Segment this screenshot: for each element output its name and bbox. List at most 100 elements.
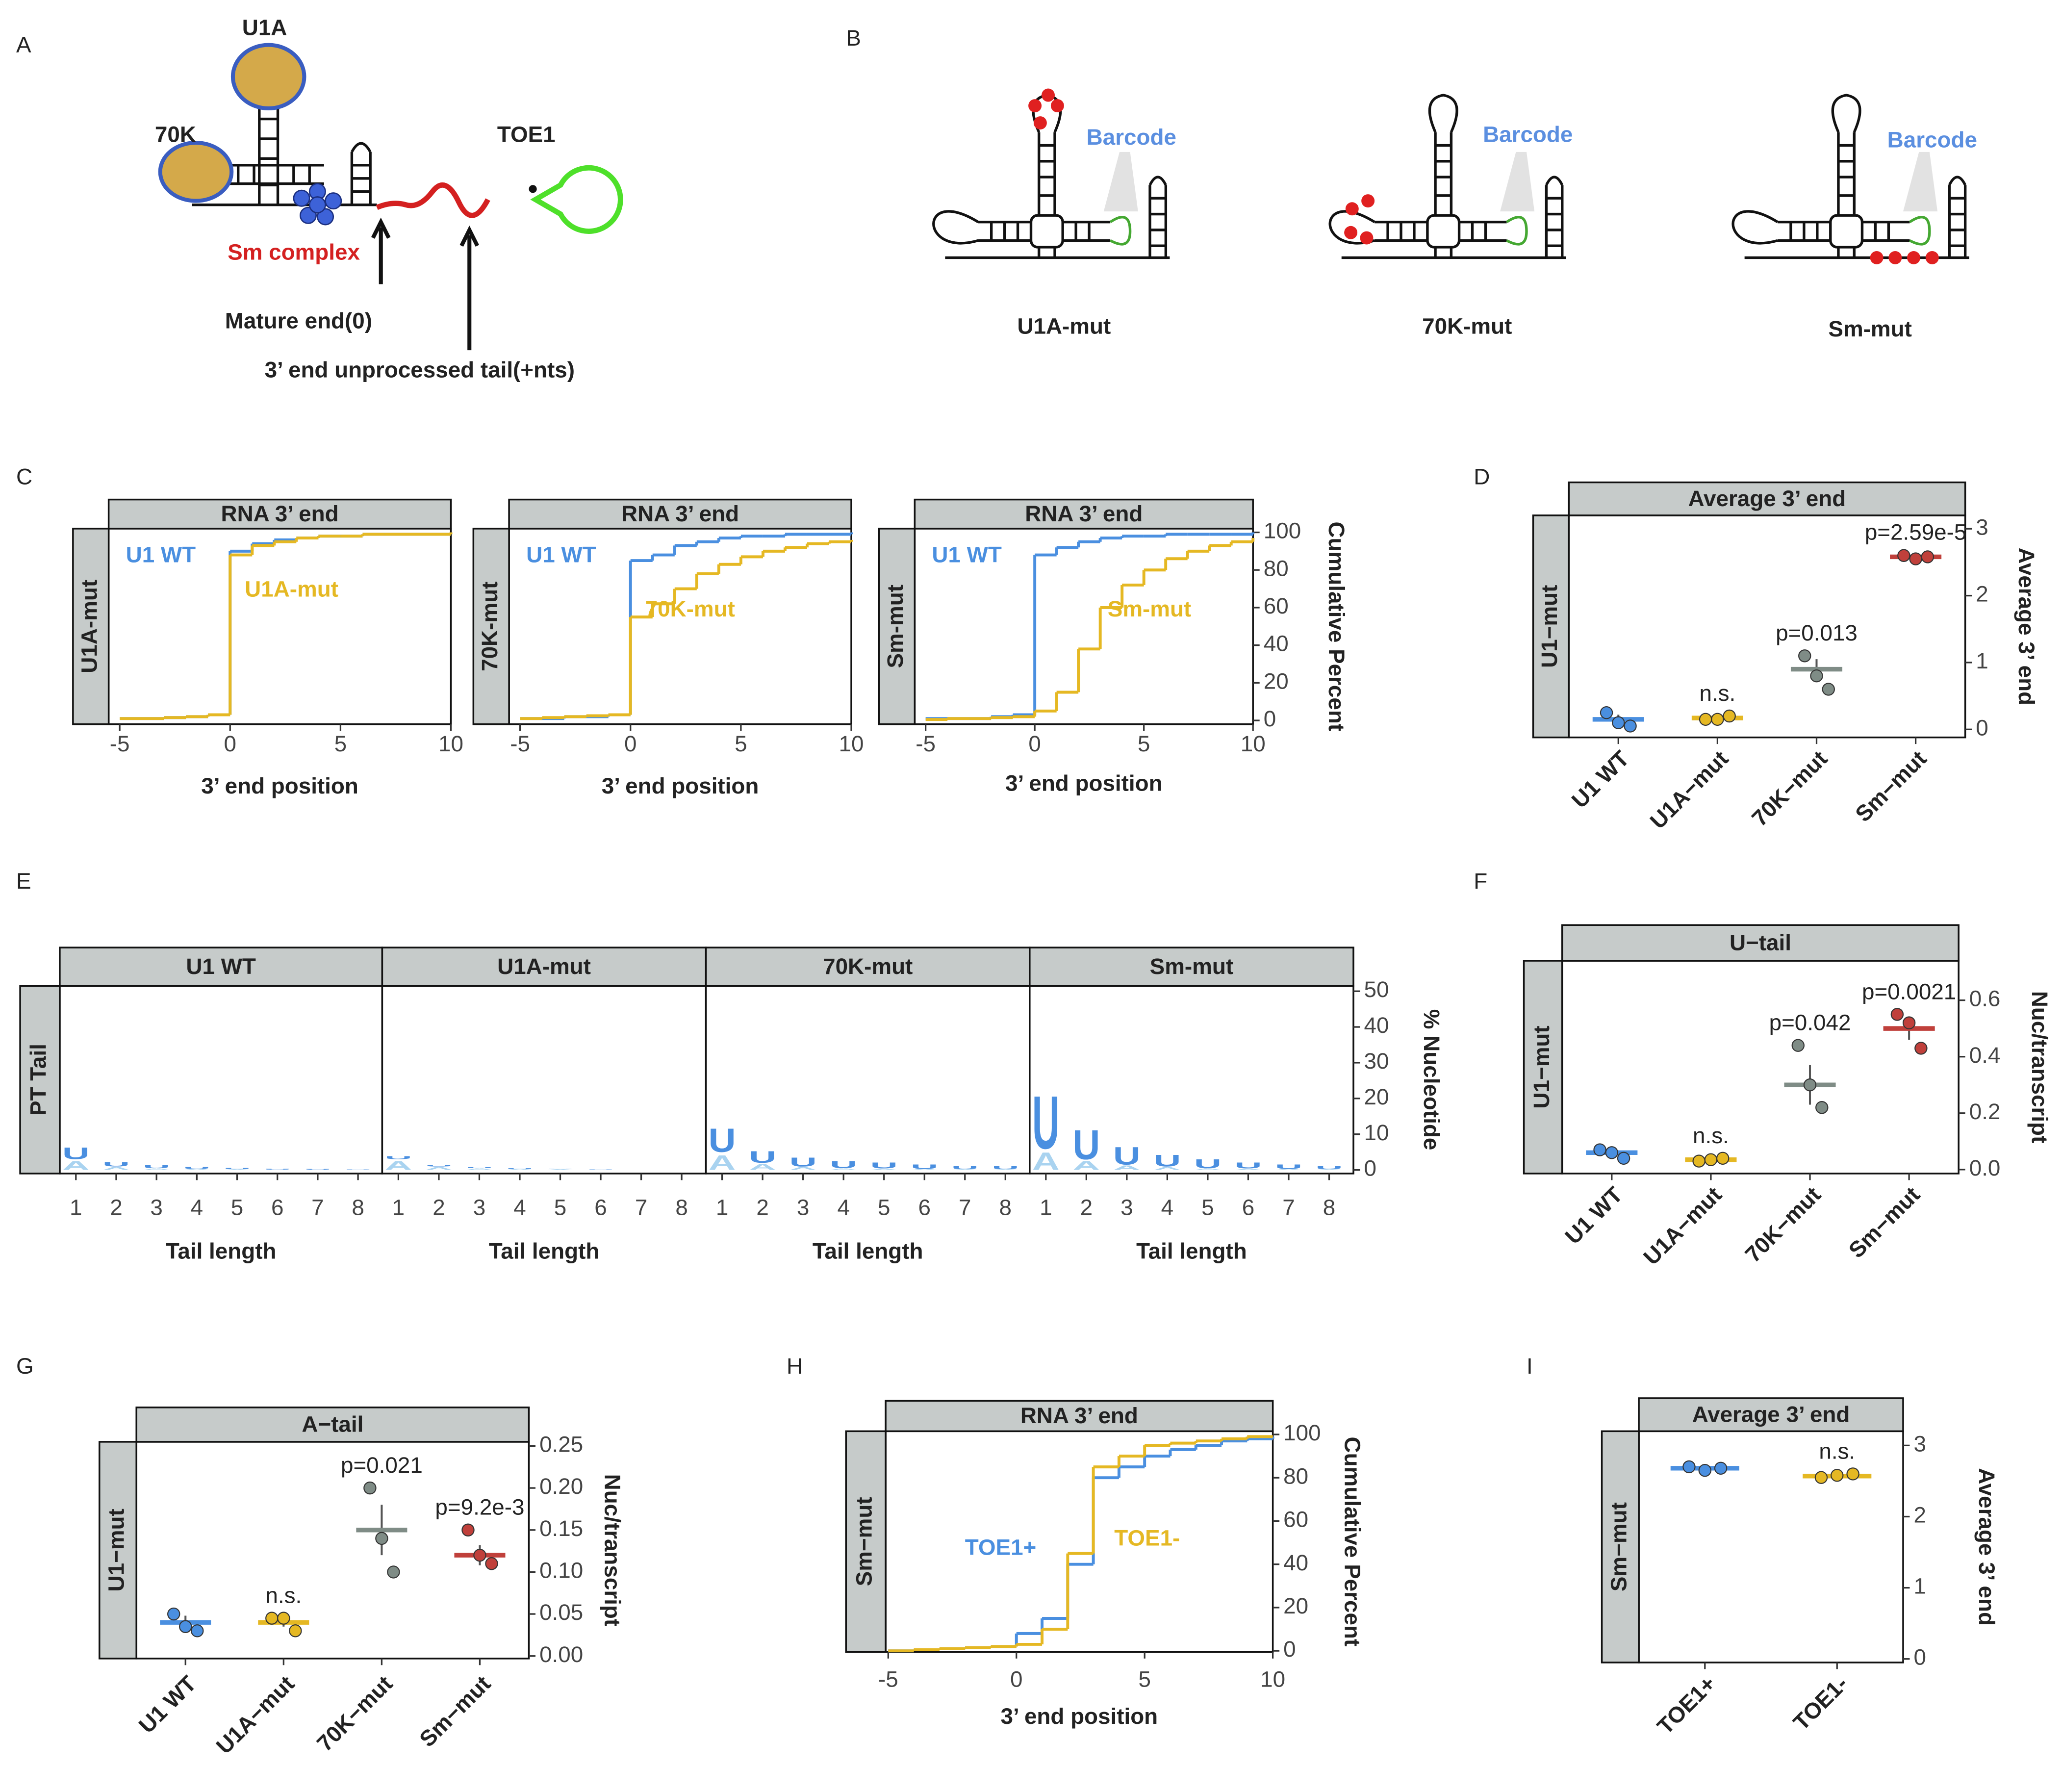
data-point xyxy=(179,1620,192,1633)
logo-letter: U xyxy=(183,1167,211,1170)
row-strip xyxy=(98,1441,137,1660)
logo-letter: A xyxy=(466,1168,493,1171)
x-tick-label: 5 xyxy=(554,1195,566,1220)
facet-strip xyxy=(135,1407,530,1443)
data-point xyxy=(1897,549,1910,562)
plot-area xyxy=(508,528,852,725)
label: 70K-mut xyxy=(1422,313,1512,338)
logo-letter: A xyxy=(789,1166,817,1171)
y-tick-label: 2 xyxy=(1976,582,1988,607)
row-label: PT Tail xyxy=(26,1044,51,1116)
y-tick-label: 0.0 xyxy=(1969,1155,2001,1180)
x-tick-label: 5 xyxy=(878,1195,890,1220)
x-tick-label: 2 xyxy=(110,1195,122,1220)
x-tick-label: 6 xyxy=(271,1195,283,1220)
annotation: p=9.2e-3 xyxy=(435,1495,524,1520)
y-tick-label: 0.15 xyxy=(539,1516,583,1541)
y-tick-label: 60 xyxy=(1264,593,1289,618)
x-tick-label: 10 xyxy=(839,731,864,756)
data-point xyxy=(1624,719,1637,733)
data-point xyxy=(191,1624,204,1638)
data-point xyxy=(375,1532,388,1545)
row-label: Sm−mut xyxy=(1606,1502,1631,1591)
logo-letter: A xyxy=(830,1168,857,1171)
y-tick-label: 2 xyxy=(1914,1503,1926,1528)
logo-letter: U xyxy=(951,1165,979,1170)
y-tick-label: 0 xyxy=(1283,1637,1296,1662)
logo-letter: U xyxy=(992,1165,1019,1170)
data-point xyxy=(1593,1143,1606,1156)
facet-strip xyxy=(1029,947,1354,987)
x-tick-label: 1 xyxy=(716,1195,728,1220)
x-tick-label: 8 xyxy=(1323,1195,1335,1220)
facet-title: Average 3’ end xyxy=(1688,486,1846,511)
data-point xyxy=(1914,1042,1928,1055)
row-label: Sm-mut xyxy=(883,585,908,668)
facet-title: U1 WT xyxy=(186,954,255,979)
x-tick-label: 7 xyxy=(959,1195,971,1220)
logo-letter: U xyxy=(709,1122,736,1159)
label: Barcode xyxy=(1887,127,1977,152)
label: Sm complex xyxy=(228,239,360,264)
y-tick-label: 30 xyxy=(1364,1049,1389,1074)
x-tick-label: -5 xyxy=(510,731,530,756)
panel-label: D xyxy=(1474,464,1490,489)
y-tick-label: 0 xyxy=(1264,706,1276,731)
logo-letter: A xyxy=(1316,1169,1343,1170)
row-strip xyxy=(472,528,510,725)
logo-letter: A xyxy=(709,1151,736,1175)
logo-letter: U xyxy=(224,1168,251,1170)
y-tick-label: 40 xyxy=(1264,631,1289,656)
x-tick-label: 8 xyxy=(999,1195,1012,1220)
facet-strip xyxy=(107,498,452,530)
annotation: n.s. xyxy=(1699,681,1735,706)
y-tick-label: 0.2 xyxy=(1969,1099,2001,1124)
data-point xyxy=(363,1481,377,1495)
row-label: Sm−mut xyxy=(852,1497,877,1586)
facet-strip xyxy=(381,947,707,987)
data-point xyxy=(1605,1146,1619,1159)
x-tick-label: 6 xyxy=(1242,1195,1254,1220)
panel-label: H xyxy=(787,1354,803,1379)
row-strip xyxy=(1532,514,1570,739)
y-tick-label: 20 xyxy=(1264,668,1289,693)
data-point xyxy=(461,1523,475,1536)
row-label: 70K-mut xyxy=(477,582,502,671)
row-strip xyxy=(1523,960,1563,1175)
logo-letter: A xyxy=(1032,1148,1060,1176)
x-tick-label: 8 xyxy=(352,1195,364,1220)
plot-area xyxy=(885,1430,1274,1653)
facet-title: 70K-mut xyxy=(823,954,913,979)
data-point xyxy=(1902,1016,1916,1029)
logo-letter: U xyxy=(344,1169,372,1170)
data-point xyxy=(1909,552,1922,565)
x-tick-label: 2 xyxy=(433,1195,445,1220)
logo-letter: A xyxy=(951,1169,979,1170)
x-tick-label: 0 xyxy=(624,731,636,756)
label: Sm-mut xyxy=(1828,316,1911,341)
logo-letter: A xyxy=(62,1159,90,1173)
x-tick-label: 10 xyxy=(1260,1667,1285,1692)
data-point xyxy=(1798,649,1811,663)
logo-letter: A xyxy=(1072,1159,1100,1173)
x-tick-label: 3 xyxy=(150,1195,162,1220)
annotation: n.s. xyxy=(1693,1123,1729,1148)
y-axis-title: Cumulative Percent xyxy=(1324,521,1349,731)
data-point xyxy=(1699,713,1712,726)
data-point xyxy=(1831,1469,1844,1482)
panel-label: G xyxy=(16,1354,34,1379)
x-tick-label: 5 xyxy=(231,1195,243,1220)
plot-area xyxy=(705,985,1031,1175)
logo-letter: A xyxy=(1275,1169,1302,1170)
arrow xyxy=(371,217,391,284)
logo-letter: U xyxy=(870,1161,898,1170)
x-tick-label: 5 xyxy=(1138,1667,1150,1692)
x-tick-label: 4 xyxy=(837,1195,849,1220)
x-tick-label: 2 xyxy=(756,1195,768,1220)
data-point xyxy=(1682,1460,1696,1474)
plot-area xyxy=(107,528,452,725)
logo-letter: U xyxy=(830,1159,857,1171)
x-tick-label: 4 xyxy=(1161,1195,1173,1220)
toe1-enzyme xyxy=(530,165,623,234)
y-tick-label: 0.20 xyxy=(539,1474,583,1499)
